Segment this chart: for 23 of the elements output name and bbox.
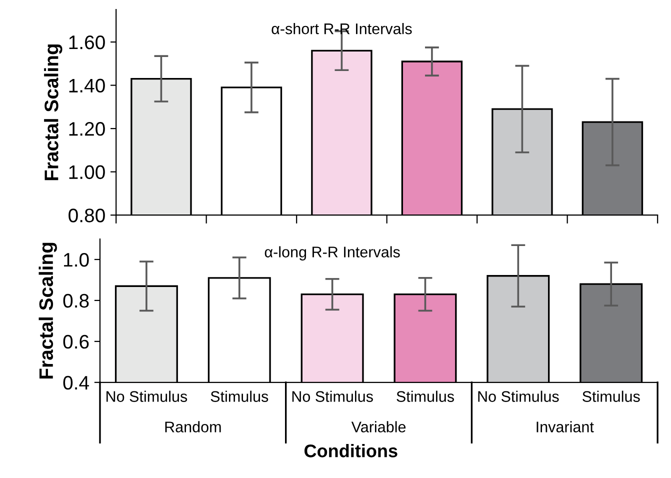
y-tick-label: 1.60 [69, 35, 105, 50]
text: Invariant [536, 421, 594, 432]
y-tick-label: 1.20 [69, 122, 105, 136]
x-tick-label: Stimulus [210, 390, 268, 402]
x-tick-label: No Stimulus [292, 390, 373, 402]
x-tick-label: Stimulus [396, 390, 454, 402]
x-tick-label: No Stimulus [106, 390, 188, 402]
y-tick-label: 1.00 [69, 165, 105, 180]
chart-title: α-long R-R Intervals [264, 246, 400, 260]
y-tick-label: 1.40 [69, 78, 105, 93]
y-tick-label: 0.80 [68, 208, 105, 222]
y-tick-label: 1.0 [64, 252, 89, 267]
y-tick-label: 0.8 [63, 294, 89, 308]
text: Random [165, 421, 221, 432]
y-axis-title: Fractal Scaling [38, 242, 57, 379]
text: α-short R-R Intervals [272, 22, 412, 34]
y-tick-label: 0.6 [63, 334, 89, 349]
y-axis-title: Fractal Scaling [44, 44, 62, 180]
text: Variable [351, 421, 406, 432]
x-tick-label: No Stimulus [478, 390, 559, 402]
y-tick-label: 0.4 [63, 376, 89, 390]
x-axis-title: Conditions [304, 444, 398, 458]
x-tick-label: Stimulus [582, 390, 640, 402]
